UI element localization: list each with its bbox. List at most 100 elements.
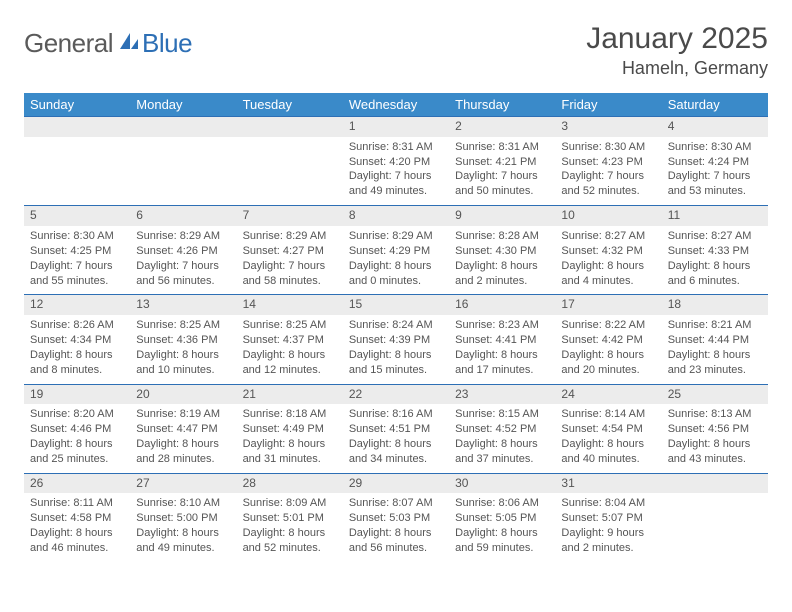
sail-icon [118,31,140,56]
sunset-text: Sunset: 4:26 PM [136,244,230,259]
day-number-cell [130,117,236,137]
daylight-text: Daylight: 7 hours [243,259,337,274]
sunrise-text: Sunrise: 8:30 AM [561,140,655,155]
day-number-cell: 2 [449,117,555,137]
sunset-text: Sunset: 4:54 PM [561,422,655,437]
day-data-cell: Sunrise: 8:28 AMSunset: 4:30 PMDaylight:… [449,226,555,295]
day-number-cell: 17 [555,295,661,315]
daylight-text: and 56 minutes. [349,541,443,556]
sunrise-text: Sunrise: 8:30 AM [668,140,762,155]
sunrise-text: Sunrise: 8:07 AM [349,496,443,511]
sunrise-text: Sunrise: 8:31 AM [349,140,443,155]
day-number-cell: 27 [130,473,236,493]
day-data-cell: Sunrise: 8:27 AMSunset: 4:32 PMDaylight:… [555,226,661,295]
day-number-cell: 1 [343,117,449,137]
day-number-cell: 18 [662,295,768,315]
sunset-text: Sunset: 4:37 PM [243,333,337,348]
day-data-cell: Sunrise: 8:07 AMSunset: 5:03 PMDaylight:… [343,493,449,561]
sunset-text: Sunset: 4:47 PM [136,422,230,437]
day-number-cell: 3 [555,117,661,137]
sunrise-text: Sunrise: 8:18 AM [243,407,337,422]
header: General Blue January 2025 Hameln, German… [24,22,768,79]
day-number-cell: 29 [343,473,449,493]
daylight-text: and 10 minutes. [136,363,230,378]
sunrise-text: Sunrise: 8:21 AM [668,318,762,333]
sunrise-text: Sunrise: 8:29 AM [349,229,443,244]
sunrise-text: Sunrise: 8:29 AM [243,229,337,244]
daylight-text: Daylight: 8 hours [136,437,230,452]
daylight-text: Daylight: 8 hours [455,526,549,541]
daylight-text: and 53 minutes. [668,184,762,199]
sunrise-text: Sunrise: 8:09 AM [243,496,337,511]
daylight-text: and 55 minutes. [30,274,124,289]
day-number-cell: 16 [449,295,555,315]
sunset-text: Sunset: 4:49 PM [243,422,337,437]
daylight-text: Daylight: 8 hours [243,348,337,363]
sunrise-text: Sunrise: 8:25 AM [243,318,337,333]
day-number-cell: 13 [130,295,236,315]
daylight-text: and 2 minutes. [561,541,655,556]
sunrise-text: Sunrise: 8:13 AM [668,407,762,422]
daylight-text: Daylight: 8 hours [136,348,230,363]
col-mon: Monday [130,93,236,117]
day-data-cell: Sunrise: 8:27 AMSunset: 4:33 PMDaylight:… [662,226,768,295]
sunrise-text: Sunrise: 8:20 AM [30,407,124,422]
daylight-text: and 37 minutes. [455,452,549,467]
sunset-text: Sunset: 4:56 PM [668,422,762,437]
sunset-text: Sunset: 4:24 PM [668,155,762,170]
day-header-row: Sunday Monday Tuesday Wednesday Thursday… [24,93,768,117]
daylight-text: Daylight: 8 hours [349,259,443,274]
col-tue: Tuesday [237,93,343,117]
sunrise-text: Sunrise: 8:28 AM [455,229,549,244]
day-data-cell: Sunrise: 8:09 AMSunset: 5:01 PMDaylight:… [237,493,343,561]
day-number-cell: 11 [662,206,768,226]
sunrise-text: Sunrise: 8:26 AM [30,318,124,333]
day-data-cell: Sunrise: 8:20 AMSunset: 4:46 PMDaylight:… [24,404,130,473]
day-number-cell: 7 [237,206,343,226]
day-data-cell: Sunrise: 8:11 AMSunset: 4:58 PMDaylight:… [24,493,130,561]
sunset-text: Sunset: 4:23 PM [561,155,655,170]
daylight-text: Daylight: 7 hours [455,169,549,184]
day-number-cell: 10 [555,206,661,226]
sunrise-text: Sunrise: 8:16 AM [349,407,443,422]
sunset-text: Sunset: 4:52 PM [455,422,549,437]
col-wed: Wednesday [343,93,449,117]
daylight-text: Daylight: 8 hours [561,437,655,452]
day-number-cell: 28 [237,473,343,493]
daylight-text: Daylight: 8 hours [668,259,762,274]
sunrise-text: Sunrise: 8:30 AM [30,229,124,244]
day-data-cell: Sunrise: 8:30 AMSunset: 4:25 PMDaylight:… [24,226,130,295]
sunrise-text: Sunrise: 8:04 AM [561,496,655,511]
day-data-cell: Sunrise: 8:25 AMSunset: 4:37 PMDaylight:… [237,315,343,384]
daylight-text: and 56 minutes. [136,274,230,289]
day-data-cell: Sunrise: 8:30 AMSunset: 4:24 PMDaylight:… [662,137,768,206]
day-number-cell: 20 [130,384,236,404]
day-number-cell: 8 [343,206,449,226]
sunset-text: Sunset: 5:07 PM [561,511,655,526]
calendar-table: Sunday Monday Tuesday Wednesday Thursday… [24,93,768,562]
daylight-text: and 46 minutes. [30,541,124,556]
daylight-text: and 23 minutes. [668,363,762,378]
week-daynum-row: 12131415161718 [24,295,768,315]
day-data-cell: Sunrise: 8:15 AMSunset: 4:52 PMDaylight:… [449,404,555,473]
daylight-text: and 59 minutes. [455,541,549,556]
week-data-row: Sunrise: 8:30 AMSunset: 4:25 PMDaylight:… [24,226,768,295]
daylight-text: Daylight: 8 hours [243,526,337,541]
day-number-cell: 5 [24,206,130,226]
daylight-text: Daylight: 8 hours [455,348,549,363]
sunrise-text: Sunrise: 8:19 AM [136,407,230,422]
daylight-text: Daylight: 7 hours [668,169,762,184]
sunrise-text: Sunrise: 8:06 AM [455,496,549,511]
sunrise-text: Sunrise: 8:22 AM [561,318,655,333]
daylight-text: and 17 minutes. [455,363,549,378]
day-data-cell: Sunrise: 8:18 AMSunset: 4:49 PMDaylight:… [237,404,343,473]
daylight-text: and 40 minutes. [561,452,655,467]
daylight-text: Daylight: 8 hours [243,437,337,452]
daylight-text: and 6 minutes. [668,274,762,289]
day-number-cell: 23 [449,384,555,404]
sunset-text: Sunset: 4:27 PM [243,244,337,259]
day-data-cell: Sunrise: 8:14 AMSunset: 4:54 PMDaylight:… [555,404,661,473]
daylight-text: and 15 minutes. [349,363,443,378]
sunrise-text: Sunrise: 8:15 AM [455,407,549,422]
day-data-cell: Sunrise: 8:26 AMSunset: 4:34 PMDaylight:… [24,315,130,384]
